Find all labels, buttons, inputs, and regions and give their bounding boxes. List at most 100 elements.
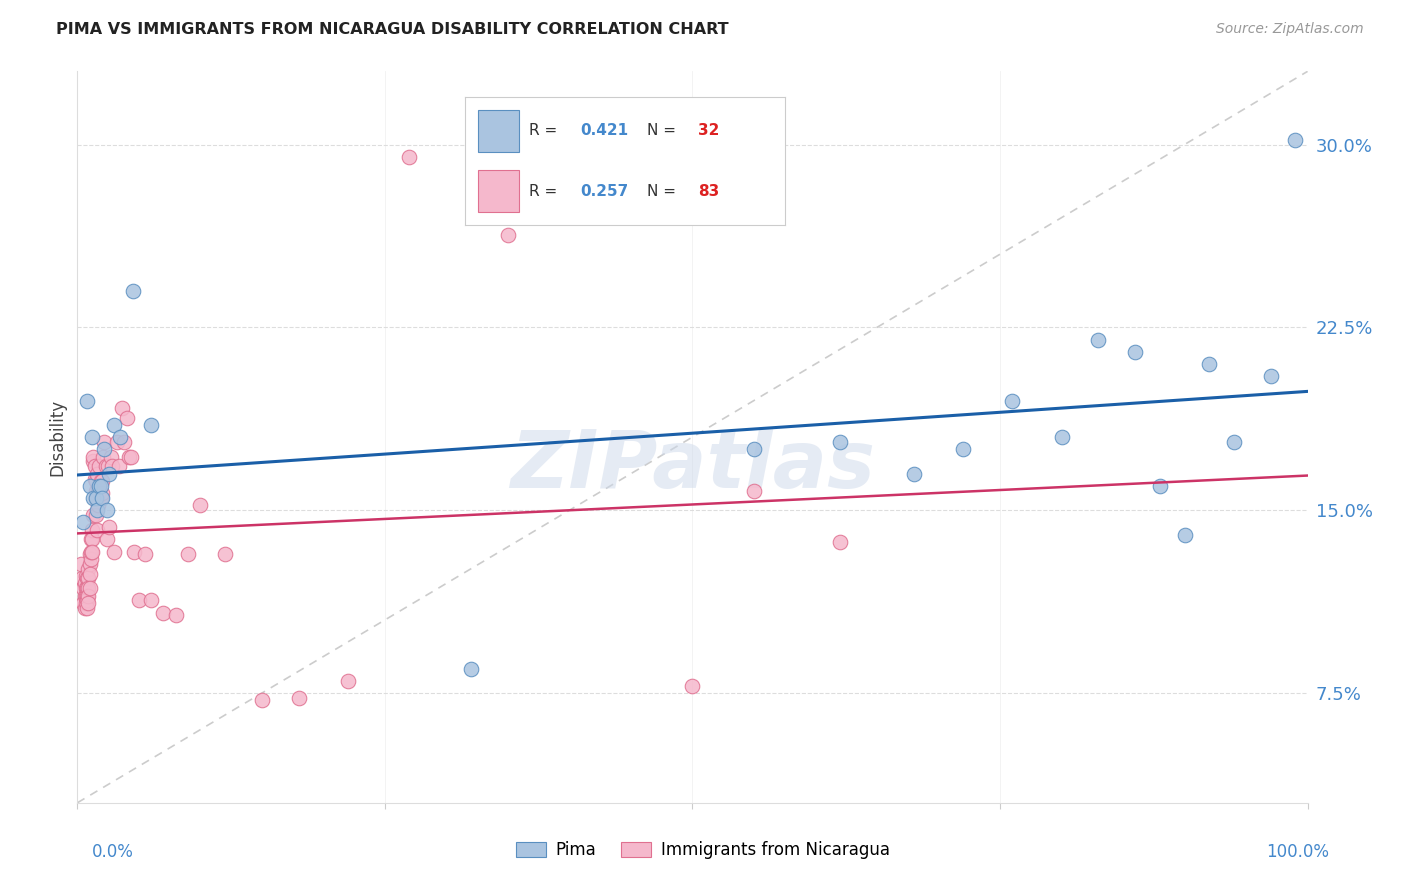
Text: Source: ZipAtlas.com: Source: ZipAtlas.com — [1216, 22, 1364, 37]
Point — [682, 679, 704, 693]
Point — [112, 434, 135, 449]
Point — [76, 581, 98, 595]
Point — [103, 544, 125, 558]
Point — [108, 459, 131, 474]
Text: 100.0%: 100.0% — [1265, 843, 1329, 861]
Point — [76, 593, 98, 607]
Point — [96, 533, 118, 547]
Point — [82, 491, 104, 505]
Point — [79, 479, 101, 493]
Point — [1260, 369, 1282, 384]
Point — [77, 572, 100, 586]
Point — [94, 459, 117, 474]
Point — [110, 430, 132, 444]
Point — [89, 479, 111, 493]
Point — [82, 454, 104, 468]
Point — [82, 523, 104, 537]
Point — [177, 547, 200, 561]
Point — [90, 474, 112, 488]
Point — [830, 434, 852, 449]
Point — [97, 459, 120, 474]
Point — [79, 557, 101, 571]
Point — [141, 593, 163, 607]
Point — [398, 150, 420, 164]
Point — [1223, 434, 1246, 449]
Point — [1050, 430, 1073, 444]
Point — [91, 450, 114, 464]
Point — [86, 503, 108, 517]
Point — [98, 520, 121, 534]
Point — [1087, 333, 1109, 347]
Point — [89, 483, 111, 498]
Point — [82, 430, 104, 444]
Point — [73, 576, 96, 591]
Point — [87, 499, 110, 513]
Point — [76, 589, 98, 603]
Y-axis label: Disability: Disability — [48, 399, 66, 475]
Point — [80, 544, 103, 558]
Point — [952, 442, 974, 457]
Point — [214, 547, 236, 561]
Point — [72, 581, 94, 595]
Point — [460, 662, 482, 676]
Point — [1198, 357, 1220, 371]
Point — [86, 523, 108, 537]
Point — [76, 600, 98, 615]
Point — [121, 450, 143, 464]
Point — [73, 600, 96, 615]
Point — [89, 459, 111, 474]
Text: PIMA VS IMMIGRANTS FROM NICARAGUA DISABILITY CORRELATION CHART: PIMA VS IMMIGRANTS FROM NICARAGUA DISABI… — [56, 22, 728, 37]
Point — [98, 467, 121, 481]
Point — [1284, 133, 1306, 147]
Point — [1149, 479, 1171, 493]
Point — [75, 581, 97, 595]
Point — [152, 606, 174, 620]
Point — [742, 442, 765, 457]
Point — [1174, 527, 1197, 541]
Point — [80, 533, 103, 547]
Point — [134, 547, 156, 561]
Point — [101, 459, 124, 474]
Point — [93, 434, 115, 449]
Point — [75, 569, 97, 583]
Point — [100, 450, 122, 464]
Text: ZIPatlas: ZIPatlas — [510, 427, 875, 506]
Point — [75, 589, 97, 603]
Point — [103, 417, 125, 432]
Point — [93, 442, 115, 457]
Legend: Pima, Immigrants from Nicaragua: Pima, Immigrants from Nicaragua — [509, 835, 897, 866]
Text: 0.0%: 0.0% — [91, 843, 134, 861]
Point — [83, 459, 105, 474]
Point — [84, 491, 107, 505]
Point — [70, 572, 93, 586]
Point — [83, 471, 105, 485]
Point — [1001, 393, 1024, 408]
Point — [79, 581, 101, 595]
Point — [90, 479, 112, 493]
Point — [96, 503, 118, 517]
Point — [76, 393, 98, 408]
Point — [77, 589, 100, 603]
Point — [82, 533, 104, 547]
Point — [77, 596, 100, 610]
Point — [79, 547, 101, 561]
Point — [288, 690, 311, 705]
Point — [75, 596, 97, 610]
Point — [141, 417, 163, 432]
Point — [115, 410, 138, 425]
Point — [90, 474, 114, 488]
Point — [77, 581, 100, 595]
Point — [118, 450, 141, 464]
Point — [79, 566, 101, 581]
Point — [111, 401, 132, 415]
Point — [337, 673, 360, 688]
Point — [1125, 344, 1147, 359]
Point — [122, 544, 145, 558]
Point — [90, 491, 112, 505]
Point — [496, 227, 519, 242]
Point — [77, 562, 100, 576]
Point — [87, 483, 110, 498]
Point — [121, 284, 143, 298]
Point — [105, 434, 128, 449]
Point — [76, 572, 98, 586]
